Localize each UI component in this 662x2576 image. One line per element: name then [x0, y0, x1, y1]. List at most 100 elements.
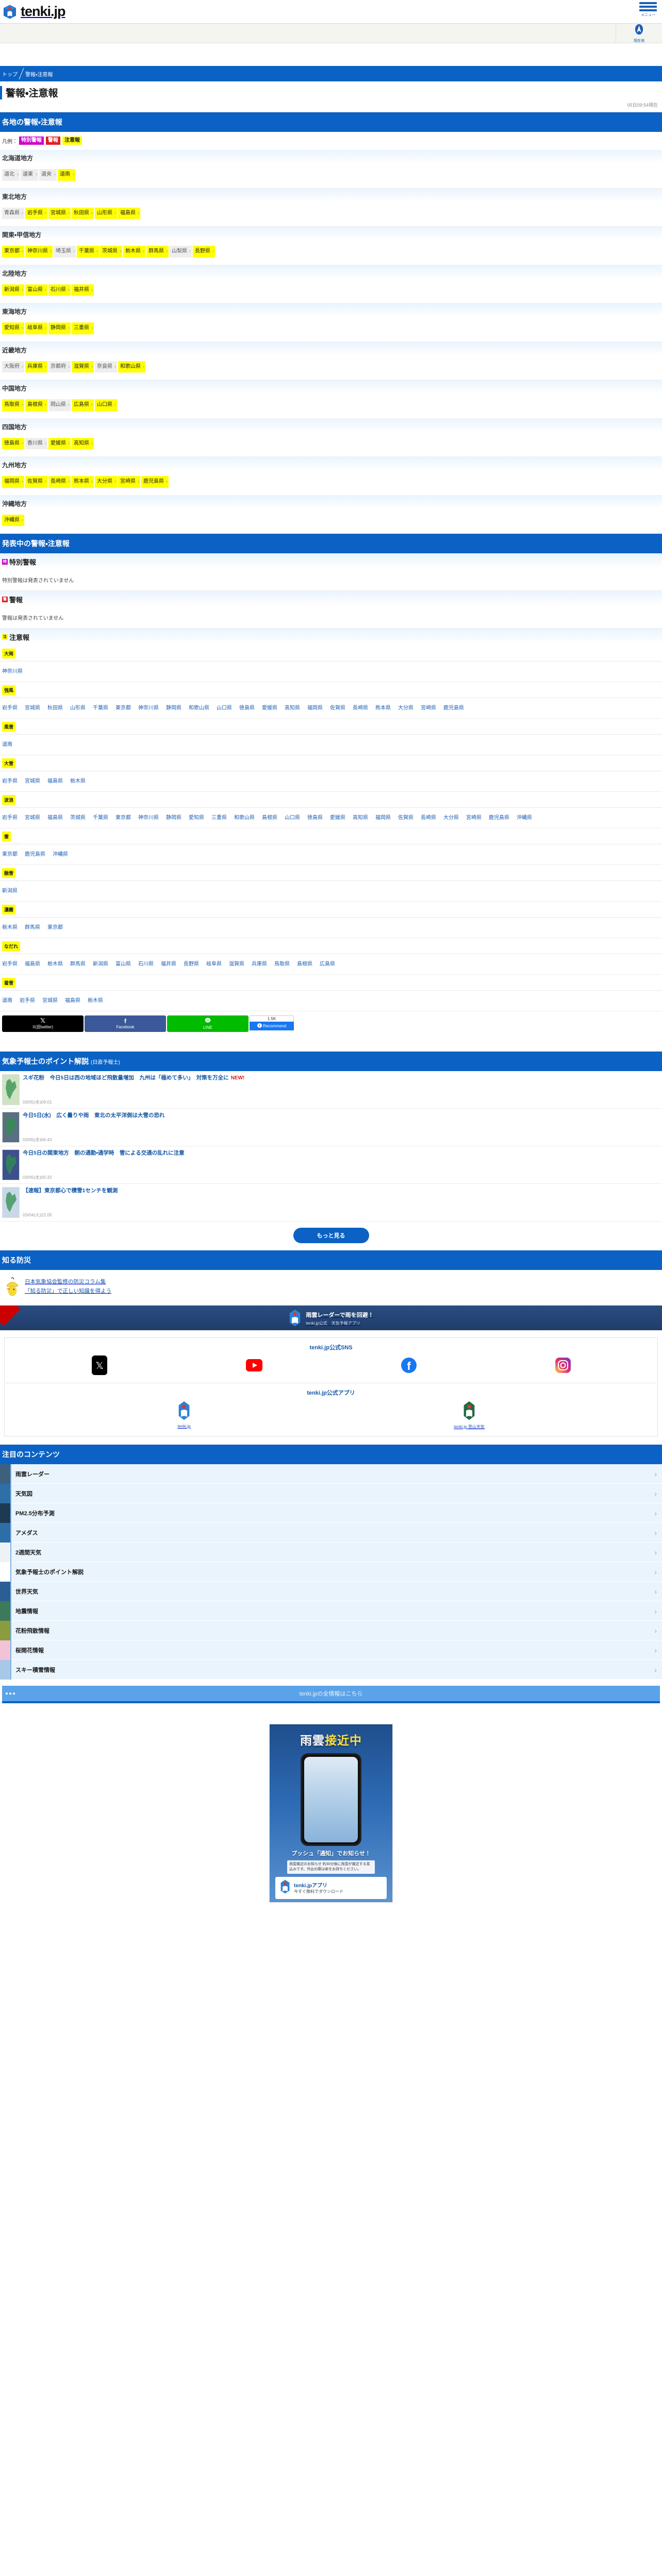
pref-link[interactable]: 石川県 [48, 284, 71, 296]
pref-link[interactable]: 山形県 [95, 207, 117, 219]
content-list-item[interactable]: アメダス › [0, 1522, 662, 1543]
warning-area-link[interactable]: 長野県 [184, 961, 199, 967]
facebook-recommend-button[interactable]: f Recommend [250, 1022, 294, 1030]
warning-area-link[interactable]: 佐賀県 [398, 815, 413, 821]
pref-link[interactable]: 島根県 [25, 399, 47, 411]
warning-area-link[interactable]: 宮城県 [25, 705, 40, 711]
warning-area-link[interactable]: 東京都 [2, 852, 18, 857]
pref-link[interactable]: 千葉県 [77, 246, 99, 258]
warning-area-link[interactable]: 長崎県 [353, 705, 368, 711]
warning-area-link[interactable]: 大分県 [398, 705, 413, 711]
warning-area-link[interactable]: 和歌山県 [234, 815, 255, 821]
content-list-item[interactable]: スキー積雪情報 › [0, 1659, 662, 1680]
content-list-item[interactable]: 花粉飛散情報 › [0, 1620, 662, 1640]
warning-area-link[interactable]: 山口県 [285, 815, 300, 821]
warning-area-link[interactable]: 岩手県 [2, 705, 18, 711]
content-list-item[interactable]: 世界天気 › [0, 1581, 662, 1601]
pref-link[interactable]: 兵庫県 [25, 361, 47, 372]
warning-area-link[interactable]: 山形県 [70, 705, 86, 711]
pref-link[interactable]: 山口県 [95, 399, 117, 411]
pref-link[interactable]: 鹿児島県 [141, 476, 169, 488]
content-list-item[interactable]: 2週間天気 › [0, 1542, 662, 1562]
warning-area-link[interactable]: 静岡県 [166, 705, 181, 711]
current-location-button[interactable]: 現在地 [616, 24, 662, 43]
pref-link[interactable]: 香川県 [25, 437, 47, 449]
sns-x-link[interactable]: 𝕏 [91, 1355, 107, 1378]
pref-link[interactable]: 宮崎県 [118, 476, 140, 488]
warning-area-link[interactable]: 徳島県 [239, 705, 255, 711]
pref-link[interactable]: 徳島県 [2, 437, 24, 449]
bousai-link[interactable]: 日本気象協会監修の防災コラム集 「知る防災」で正しい知識を得よう [0, 1270, 662, 1306]
warning-area-link[interactable]: 岩手県 [20, 998, 35, 1004]
pref-link[interactable]: 神奈川県 [25, 246, 53, 258]
pref-link[interactable]: 滋賀県 [72, 361, 94, 372]
warning-area-link[interactable]: 大分県 [443, 815, 459, 821]
warning-area-link[interactable]: 鹿児島県 [489, 815, 509, 821]
warning-area-link[interactable]: 岐阜県 [206, 961, 222, 967]
pref-link[interactable]: 群馬県 [146, 246, 169, 258]
pref-link[interactable]: 山梨県 [170, 246, 192, 258]
warning-area-link[interactable]: 神奈川県 [138, 815, 159, 821]
pref-link[interactable]: 熊本県 [72, 476, 94, 488]
warning-area-link[interactable]: 東京都 [47, 925, 63, 930]
sns-youtube-link[interactable] [245, 1359, 262, 1374]
warning-area-link[interactable]: 熊本県 [375, 705, 391, 711]
pref-link[interactable]: 愛知県 [2, 323, 24, 334]
warning-area-link[interactable]: 鹿児島県 [443, 705, 464, 711]
pref-link[interactable]: 新潟県 [2, 284, 24, 296]
pref-link[interactable]: 大阪府 [2, 361, 24, 372]
pref-link[interactable]: 道北 [2, 169, 20, 181]
warning-area-link[interactable]: 新潟県 [2, 888, 18, 894]
pref-link[interactable]: 沖縄県 [2, 514, 24, 526]
app-promo-banner[interactable]: 雨雲レーダーで雨を回避！ tenki.jp公式 天気予報アプリ [0, 1306, 662, 1330]
news-item[interactable]: スギ花粉 今日5日は西の地域ほど飛散量増加 九州は「極めて多い」 対策を万全に N… [0, 1071, 662, 1109]
warning-area-link[interactable]: 福井県 [161, 961, 176, 967]
news-item[interactable]: 今日5日の関東地方 朝の通勤・通学時 雪による交通の乱れに注意 03/05(水)0… [0, 1146, 662, 1184]
warning-area-link[interactable]: 沖縄県 [53, 852, 68, 857]
warning-area-link[interactable]: 高知県 [353, 815, 368, 821]
warning-area-link[interactable]: 三重県 [211, 815, 227, 821]
warning-area-link[interactable]: 道南 [2, 742, 12, 748]
facebook-recommend-widget[interactable]: 1.5K f Recommend [250, 1015, 294, 1032]
news-title-link[interactable]: 【速報】東京都心で積雪1センチを観測 [23, 1187, 660, 1194]
content-list-item[interactable]: PM2.5分布予測 › [0, 1503, 662, 1523]
warning-area-link[interactable]: 岩手県 [2, 815, 18, 821]
breadcrumb-item-current[interactable]: 警報・注意報 [25, 72, 53, 78]
menu-button[interactable]: メニュー [639, 2, 657, 18]
warning-area-link[interactable]: 高知県 [285, 705, 300, 711]
site-logo[interactable]: tenki.jp [2, 4, 66, 20]
pref-link[interactable]: 茨城県 [100, 246, 122, 258]
warning-area-link[interactable]: 秋田県 [47, 705, 63, 711]
warning-area-link[interactable]: 長崎県 [421, 815, 436, 821]
pref-link[interactable]: 秋田県 [72, 207, 94, 219]
warning-area-link[interactable]: 滋賀県 [229, 961, 244, 967]
content-list-item[interactable]: 桜開花情報 › [0, 1640, 662, 1660]
warning-area-link[interactable]: 道南 [2, 998, 12, 1004]
pref-link[interactable]: 長崎県 [48, 476, 71, 488]
warning-area-link[interactable]: 栃木県 [47, 961, 63, 967]
news-item[interactable]: 今日5日(水) 広く曇りや雨 東北の太平洋側は大雪の恐れ 03/05(水)06:4… [0, 1109, 662, 1146]
news-title-link[interactable]: スギ花粉 今日5日は西の地域ほど飛散量増加 九州は「極めて多い」 対策を万全に N… [23, 1074, 660, 1082]
warning-area-link[interactable]: 宮城県 [25, 778, 40, 784]
warning-area-link[interactable]: 和歌山県 [189, 705, 209, 711]
pref-link[interactable]: 岩手県 [25, 207, 47, 219]
warning-area-link[interactable]: 栃木県 [88, 998, 103, 1004]
pref-link[interactable]: 福井県 [72, 284, 94, 296]
warning-area-link[interactable]: 新潟県 [93, 961, 108, 967]
warning-area-link[interactable]: 宮崎県 [466, 815, 482, 821]
pref-link[interactable]: 高知県 [72, 437, 94, 449]
content-list-item[interactable]: 雨雲レーダー › [0, 1464, 662, 1484]
app-link-tenki[interactable]: tenki.jp [177, 1401, 191, 1430]
warning-area-link[interactable]: 広島県 [320, 961, 335, 967]
share-x-button[interactable]: 𝕏 X(旧twitter) [2, 1015, 84, 1032]
pref-link[interactable]: 道東 [21, 169, 38, 181]
warning-area-link[interactable]: 愛知県 [189, 815, 204, 821]
warning-area-link[interactable]: 石川県 [138, 961, 154, 967]
pref-link[interactable]: 岡山県 [48, 399, 71, 411]
warning-area-link[interactable]: 岩手県 [2, 961, 18, 967]
warning-area-link[interactable]: 東京都 [115, 815, 131, 821]
warning-area-link[interactable]: 岩手県 [2, 778, 18, 784]
warning-area-link[interactable]: 鳥取県 [274, 961, 290, 967]
warning-area-link[interactable]: 福島県 [47, 778, 63, 784]
warning-area-link[interactable]: 静岡県 [166, 815, 181, 821]
